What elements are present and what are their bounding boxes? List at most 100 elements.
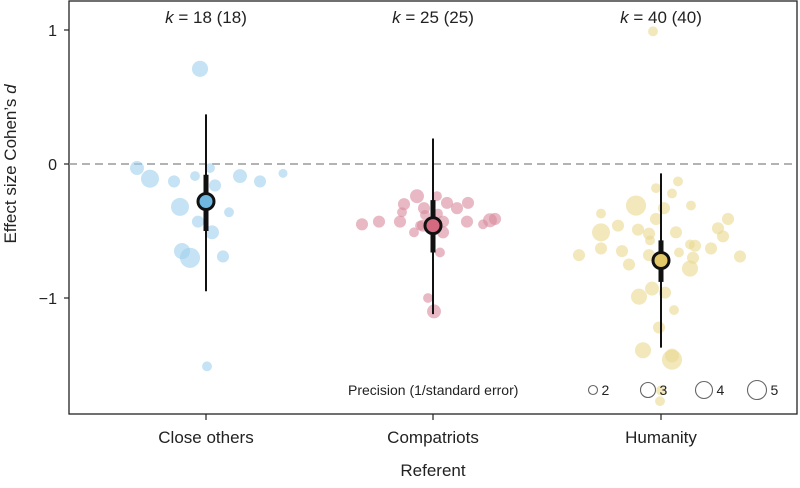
x-tick-label: Compatriots (387, 428, 479, 447)
data-point-humanity (669, 305, 679, 315)
k-value: = 18 (18) (174, 8, 247, 27)
data-point-humanity (669, 226, 683, 239)
data-point-close-others (179, 247, 201, 268)
k-value: = 40 (40) (629, 8, 702, 27)
legend: Precision (1/standard error) 2 3 4 5 (348, 379, 779, 401)
data-point-humanity (572, 249, 586, 262)
legend-title: Precision (1/standard error) (348, 382, 518, 398)
data-points (130, 26, 747, 407)
data-point-compatriots (372, 215, 386, 228)
k-label: k = 25 (25) (392, 8, 474, 27)
data-point-humanity (716, 230, 730, 243)
k-symbol: k (620, 8, 630, 27)
data-point-humanity (648, 26, 658, 37)
legend-size-circle (639, 381, 657, 399)
data-point-humanity (631, 223, 645, 236)
data-point-humanity (661, 349, 683, 370)
data-point-close-others (190, 171, 200, 181)
data-point-humanity (688, 239, 702, 252)
legend-size-label: 3 (660, 382, 668, 398)
data-point-compatriots (440, 196, 454, 209)
y-tick-label: 0 (48, 157, 57, 174)
data-point-humanity (656, 385, 666, 396)
y-tick-label: −1 (39, 291, 57, 308)
data-point-compatriots (397, 198, 411, 211)
data-point-humanity (651, 183, 661, 194)
data-point-humanity (655, 396, 665, 407)
axes: 1 0 −1 Close others k = 18 (18) Compatriots k … (39, 8, 702, 447)
data-point-humanity (611, 219, 625, 232)
data-point-compatriots (409, 227, 419, 238)
data-point-compatriots (410, 189, 424, 204)
data-point-compatriots (432, 191, 442, 202)
data-point-humanity (592, 223, 610, 242)
data-point-humanity (686, 200, 696, 211)
data-point-humanity (681, 260, 699, 277)
data-point-close-others (202, 361, 212, 372)
data-point-humanity (645, 281, 659, 296)
estimate-marker-close-others (196, 192, 216, 212)
data-point-close-others (167, 175, 181, 188)
data-point-compatriots (435, 247, 445, 258)
legend-size-circle (694, 380, 714, 400)
x-tick-label: Close others (158, 428, 253, 447)
data-point-humanity (657, 202, 671, 215)
summary-estimates (196, 114, 671, 348)
data-point-humanity (721, 212, 735, 225)
data-point-close-others (253, 175, 267, 188)
data-point-humanity (652, 321, 666, 334)
data-point-humanity (596, 208, 606, 219)
data-point-close-others (130, 161, 144, 175)
data-point-close-others (205, 225, 219, 240)
data-point-compatriots (488, 212, 502, 225)
data-point-close-others (208, 179, 222, 192)
estimate-marker-humanity (651, 250, 671, 270)
k-symbol: k (392, 8, 402, 27)
legend-size-label: 4 (717, 382, 725, 398)
data-point-humanity (704, 242, 718, 255)
data-point-compatriots (415, 220, 425, 231)
data-point-compatriots (393, 215, 407, 228)
data-point-compatriots (423, 293, 433, 303)
x-tick-label: Humanity (625, 428, 697, 447)
data-point-compatriots (355, 218, 369, 231)
legend-size-circle (746, 379, 768, 401)
data-point-close-others (171, 197, 189, 216)
data-point-close-others (233, 169, 247, 184)
y-axis-label-text: Effect size Cohen’s (1, 94, 20, 244)
y-axis-label-italic: d (1, 84, 20, 94)
data-point-humanity (634, 342, 652, 359)
data-point-humanity (630, 288, 648, 305)
y-axis-label: Effect size Cohen’s d (1, 84, 20, 244)
legend-size-circle (587, 384, 599, 396)
x-axis-label: Referent (400, 461, 465, 480)
data-point-compatriots (433, 208, 443, 219)
data-point-humanity (594, 242, 608, 255)
data-point-humanity (625, 195, 647, 216)
data-point-close-others (191, 60, 209, 77)
data-point-close-others (216, 250, 230, 263)
data-point-compatriots (460, 215, 474, 228)
data-point-close-others (278, 168, 288, 178)
k-label: k = 40 (40) (620, 8, 702, 27)
data-point-compatriots (450, 202, 464, 215)
legend-size-label: 2 (602, 382, 610, 398)
k-label: k = 18 (18) (165, 8, 247, 27)
data-point-humanity (649, 212, 663, 225)
y-tick-label: 1 (48, 23, 57, 40)
data-point-humanity (667, 188, 677, 199)
data-point-humanity (733, 250, 747, 263)
data-point-close-others (191, 215, 205, 228)
k-symbol: k (165, 8, 175, 27)
legend-size-label: 5 (771, 382, 779, 398)
data-point-humanity (615, 245, 629, 258)
k-value: = 25 (25) (401, 8, 474, 27)
data-point-compatriots (461, 196, 475, 209)
estimate-marker-compatriots (423, 216, 443, 236)
data-point-compatriots (420, 209, 430, 220)
data-point-humanity (645, 235, 655, 246)
data-point-close-others (205, 163, 215, 173)
data-point-close-others (141, 169, 159, 188)
data-point-humanity (622, 258, 636, 271)
